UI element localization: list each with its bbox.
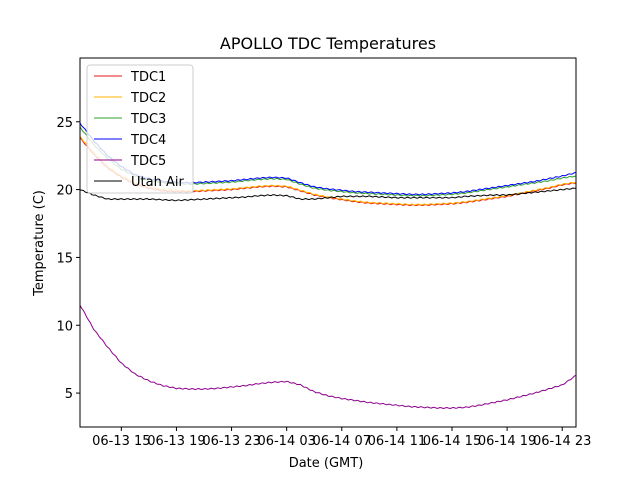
series-line-tdc5	[79, 305, 577, 409]
chart-title: APOLLO TDC Temperatures	[220, 34, 436, 53]
y-tick-label: 15	[56, 251, 73, 266]
x-tick-label: 06-13 15	[92, 434, 150, 449]
x-tick-label: 06-14 03	[257, 434, 315, 449]
y-tick-label: 10	[56, 319, 73, 334]
legend-item: TDC4	[94, 133, 166, 148]
legend: TDC1 TDC2 TDC3 TDC4 TDC5 Utah Air	[86, 64, 194, 194]
legend-label: TDC5	[130, 154, 166, 169]
legend-label: TDC4	[130, 133, 166, 148]
x-tick-label: 06-14 23	[533, 434, 591, 449]
y-tick-label: 5	[65, 387, 73, 402]
y-tick-label: 25	[56, 116, 73, 131]
legend-item: TDC2	[94, 91, 166, 106]
y-axis-label: Temperature (C)	[32, 190, 47, 297]
x-tick-label: 06-14 19	[478, 434, 536, 449]
legend-label: TDC3	[130, 112, 166, 127]
x-tick-label: 06-14 11	[368, 434, 426, 449]
x-tick-label: 06-13 19	[147, 434, 205, 449]
legend-item: TDC5	[94, 154, 166, 169]
legend-item: TDC1	[94, 70, 166, 85]
legend-item: TDC3	[94, 112, 166, 127]
legend-label: TDC1	[130, 70, 166, 85]
x-tick-label: 06-14 07	[313, 434, 371, 449]
x-tick-label: 06-14 15	[423, 434, 481, 449]
y-axis: 5 10 15 20 25	[56, 116, 80, 402]
legend-label: Utah Air	[131, 175, 184, 190]
legend-label: TDC2	[130, 91, 166, 106]
plot-frame	[79, 57, 577, 428]
legend-item: Utah Air	[94, 175, 184, 190]
x-axis-label: Date (GMT)	[289, 456, 364, 471]
x-tick-label: 06-13 23	[202, 434, 260, 449]
y-tick-label: 20	[56, 184, 73, 199]
series-line-utah-air	[80, 187, 576, 202]
